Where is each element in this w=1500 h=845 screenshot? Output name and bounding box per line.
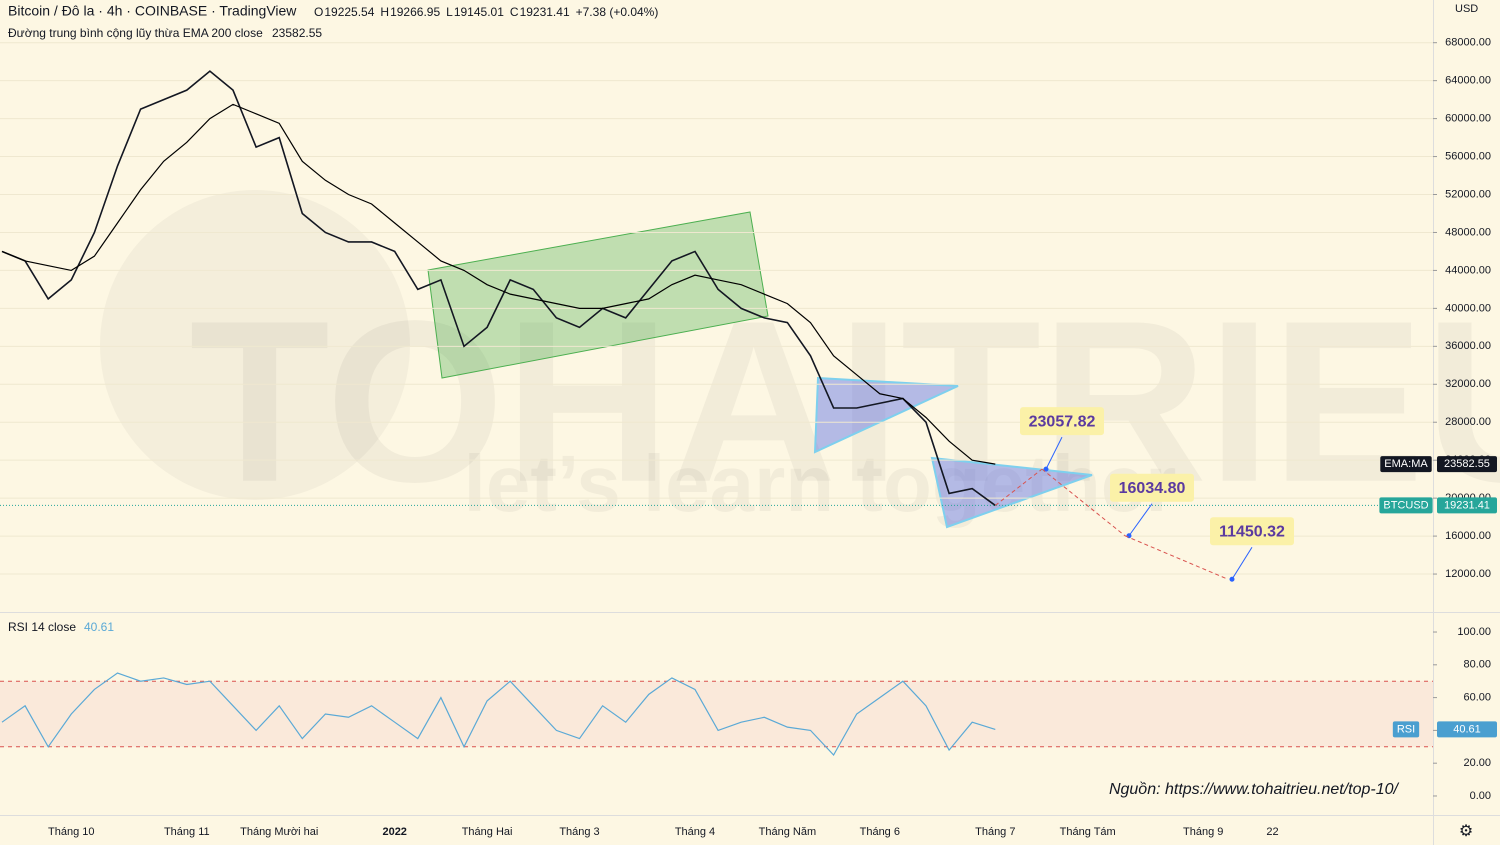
target-point	[1126, 533, 1132, 539]
ohlc-label: L	[446, 5, 453, 19]
x-tick-label: 2022	[382, 826, 406, 838]
series-name: BTCUSD	[1383, 499, 1428, 511]
y-tick-label: 36000.00	[1445, 340, 1491, 352]
projection	[994, 468, 1043, 506]
target-label: 16034.80	[1119, 480, 1186, 497]
target-pointer	[1231, 546, 1253, 580]
symbol: Bitcoin / Đô la · 4h · COINBASE · Tradin…	[8, 3, 297, 19]
series-line	[1, 672, 996, 756]
target-point	[1043, 466, 1049, 472]
ohlc-value: 19266.95	[390, 5, 440, 19]
watermark-logo	[100, 190, 410, 500]
y-tick-label: 64000.00	[1445, 75, 1491, 87]
x-tick-label: Tháng 9	[1183, 826, 1223, 838]
badge-value: 40.61	[1453, 723, 1481, 735]
target-point	[1229, 576, 1235, 582]
ohlc-label: O	[314, 5, 323, 19]
ema-legend: Đường trung bình cộng lũy thừa EMA 200 c…	[8, 26, 263, 40]
watermark: TOHAITRIEU	[189, 273, 1500, 530]
badge-bg	[1437, 721, 1497, 738]
badge-bg	[1437, 456, 1497, 473]
target-box	[1210, 517, 1294, 546]
channel	[427, 211, 769, 379]
target-box	[1110, 473, 1194, 502]
badge-value: 19231.41	[1444, 499, 1490, 511]
change: +7.38 (+0.04%)	[576, 5, 659, 19]
ohlc-value: 19225.54	[324, 5, 374, 19]
target-pointer	[1128, 503, 1153, 537]
y-tick-label: 16000.00	[1445, 530, 1491, 542]
badge-name-bg	[1379, 497, 1433, 514]
settings-icon[interactable]: ⚙	[1459, 823, 1473, 840]
y-tick-label: 56000.00	[1445, 150, 1491, 162]
y-tick-label: 52000.00	[1445, 188, 1491, 200]
series-name: EMA:MA	[1384, 458, 1428, 470]
target-box	[1020, 407, 1104, 436]
target-label: 23057.82	[1029, 413, 1096, 430]
badge-bg	[1437, 497, 1497, 514]
x-tick-label: Tháng Năm	[759, 826, 816, 838]
target-pointer	[1045, 436, 1063, 470]
rsi-legend: RSI 14 close	[8, 620, 76, 634]
x-tick-label: Tháng 6	[860, 826, 900, 838]
ema-legend-value: 23582.55	[272, 26, 322, 40]
ohlc-value: 19231.41	[520, 5, 570, 19]
y-tick-label: 32000.00	[1445, 378, 1491, 390]
projection	[1041, 468, 1126, 537]
x-tick-label: Tháng Tám	[1060, 826, 1116, 838]
ohlc-label: C	[510, 5, 519, 19]
y-tick-label: 68000.00	[1445, 37, 1491, 49]
y-tick-label: 60000.00	[1445, 113, 1491, 125]
y-tick-label: 80.00	[1463, 659, 1491, 671]
rsi-legend-value: 40.61	[84, 620, 114, 634]
series-line	[1, 70, 996, 507]
target-label: 11450.32	[1219, 523, 1285, 540]
series-line	[1, 103, 996, 465]
y-tick-label: 60.00	[1463, 692, 1491, 704]
y-tick-label: 48000.00	[1445, 226, 1491, 238]
x-tick-label: Tháng 10	[48, 826, 94, 838]
x-tick-label: Tháng 11	[164, 826, 210, 838]
projection	[1124, 535, 1229, 580]
badge-name-bg	[1392, 721, 1420, 738]
y-tick-label: 0.00	[1470, 790, 1491, 802]
series-name: RSI	[1397, 723, 1415, 735]
y-tick-label: 20.00	[1463, 757, 1491, 769]
badge-value: 23582.55	[1444, 458, 1490, 470]
y-tick-label: 44000.00	[1445, 264, 1491, 276]
x-tick-label: 22	[1266, 826, 1278, 838]
rsi-band	[0, 681, 1433, 747]
badge-name-bg	[1380, 456, 1432, 473]
triangle	[813, 376, 959, 454]
x-tick-label: Tháng Mười hai	[240, 826, 318, 838]
x-tick-label: Tháng 3	[559, 826, 599, 838]
y-tick-label: 100.00	[1457, 626, 1491, 638]
watermark-sub: let’s learn together	[464, 439, 1177, 528]
ohlc-label: H	[380, 5, 389, 19]
currency[interactable]: USD	[1455, 3, 1478, 15]
x-tick-label: Tháng 4	[675, 826, 715, 838]
y-tick-label: 12000.00	[1445, 568, 1491, 580]
y-tick-label: 40000.00	[1445, 302, 1491, 314]
x-tick-label: Tháng Hai	[462, 826, 513, 838]
ohlc-value: 19145.01	[454, 5, 504, 19]
source: Nguồn: https://www.tohaitrieu.net/top-10…	[1109, 781, 1400, 798]
x-tick-label: Tháng 7	[975, 826, 1015, 838]
y-tick-label: 28000.00	[1445, 416, 1491, 428]
